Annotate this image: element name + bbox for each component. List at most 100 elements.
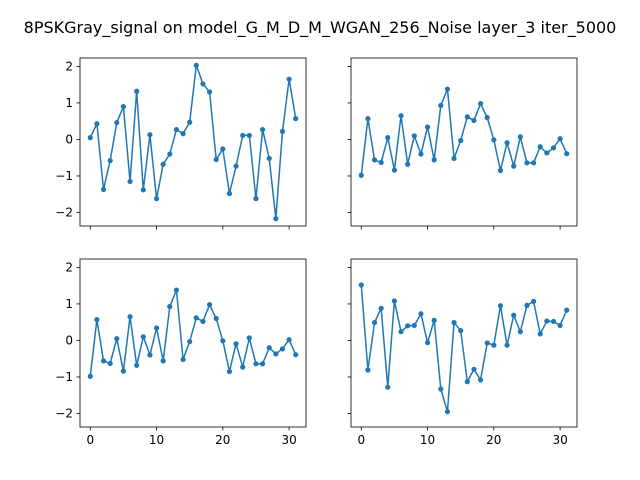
data-point xyxy=(200,318,206,325)
data-point xyxy=(87,135,93,141)
data-point xyxy=(557,136,563,142)
data-point xyxy=(504,140,510,146)
y-tick-label: −1 xyxy=(55,169,73,183)
data-point xyxy=(564,151,570,157)
y-tick-label: −2 xyxy=(55,205,73,219)
data-point xyxy=(153,196,160,202)
data-point xyxy=(391,298,398,304)
data-point xyxy=(147,352,153,358)
figure-title: 8PSKGray_signal on model_G_M_D_M_WGAN_25… xyxy=(23,18,617,37)
data-point xyxy=(147,132,153,138)
data-point xyxy=(167,303,173,310)
data-point xyxy=(220,338,226,344)
data-point xyxy=(391,167,398,173)
y-tick-label: 1 xyxy=(65,297,73,311)
data-point xyxy=(405,161,411,167)
x-tick-label: 30 xyxy=(281,433,296,447)
data-point xyxy=(424,340,431,346)
data-point xyxy=(213,156,219,163)
data-point xyxy=(431,157,437,163)
data-point xyxy=(358,282,364,288)
data-point xyxy=(491,342,497,348)
data-point xyxy=(286,76,292,82)
data-point xyxy=(497,167,504,174)
data-point xyxy=(358,172,364,178)
data-point xyxy=(293,116,299,122)
data-point xyxy=(458,327,464,334)
data-point xyxy=(240,132,246,139)
data-point xyxy=(405,323,411,329)
data-point xyxy=(385,135,391,141)
y-tick-label: −1 xyxy=(55,370,73,384)
data-point xyxy=(167,151,173,157)
data-point xyxy=(524,160,530,166)
axes-frame xyxy=(79,258,307,428)
data-point xyxy=(226,368,233,375)
data-point xyxy=(537,331,543,337)
y-tick-label: 1 xyxy=(65,96,73,110)
data-point xyxy=(458,137,464,144)
data-point xyxy=(160,161,166,167)
data-point xyxy=(484,340,490,346)
data-point xyxy=(206,302,213,308)
data-point xyxy=(253,196,259,202)
data-point xyxy=(471,117,477,124)
data-point xyxy=(127,178,133,185)
data-point xyxy=(193,62,199,68)
data-point xyxy=(114,336,120,342)
data-point xyxy=(451,155,457,162)
axes-frame xyxy=(350,57,578,227)
data-point xyxy=(193,315,199,321)
data-point xyxy=(378,159,384,166)
data-point xyxy=(266,345,272,351)
data-point xyxy=(200,81,206,87)
data-point xyxy=(398,329,404,335)
data-point xyxy=(544,318,550,324)
x-tick-label: 0 xyxy=(357,433,365,447)
data-point xyxy=(550,145,557,151)
data-point xyxy=(173,126,180,133)
data-point xyxy=(279,128,286,135)
data-point xyxy=(259,126,266,133)
data-point xyxy=(107,360,113,367)
data-point xyxy=(557,322,563,329)
subplot-bottom-right: 0 10 20 30 xyxy=(347,258,578,447)
data-point xyxy=(484,114,490,121)
y-tick-label: 0 xyxy=(65,333,73,347)
data-point xyxy=(100,358,107,364)
data-point xyxy=(100,186,107,193)
data-point xyxy=(240,364,246,370)
data-point xyxy=(140,187,146,193)
axes-frame xyxy=(79,57,307,227)
subplot-top-right xyxy=(347,57,578,230)
data-point xyxy=(444,409,451,415)
data-point xyxy=(127,314,133,320)
data-point xyxy=(537,144,543,150)
data-point xyxy=(431,317,437,323)
data-point xyxy=(511,163,517,169)
subplot-bottom-left: 0 10 20 30 −2 −1 0 1 2 xyxy=(55,258,307,447)
data-point xyxy=(120,368,127,374)
data-point xyxy=(273,216,279,222)
data-point xyxy=(233,163,239,169)
data-point xyxy=(134,88,140,94)
data-point xyxy=(477,377,484,383)
data-point xyxy=(140,334,146,340)
data-point xyxy=(444,86,451,92)
data-point xyxy=(550,318,557,325)
data-point xyxy=(160,358,166,364)
data-point xyxy=(226,190,233,197)
data-point xyxy=(464,114,470,120)
x-tick-label: 0 xyxy=(86,433,94,447)
y-tick-label: 2 xyxy=(65,260,73,274)
data-point xyxy=(153,325,160,331)
y-tick-label: −2 xyxy=(55,406,73,420)
data-point xyxy=(286,337,292,343)
data-point xyxy=(517,134,523,140)
data-point xyxy=(385,384,391,390)
data-point xyxy=(378,305,384,311)
data-point xyxy=(107,158,113,164)
data-point xyxy=(371,319,378,326)
series-line xyxy=(360,284,568,413)
